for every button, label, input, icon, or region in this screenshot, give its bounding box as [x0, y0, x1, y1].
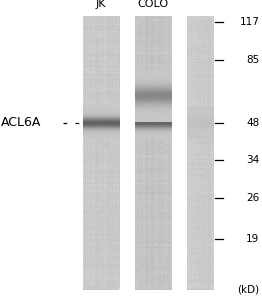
Text: 34: 34: [246, 154, 259, 165]
Text: 19: 19: [246, 233, 259, 244]
Text: 117: 117: [239, 17, 259, 27]
Text: (kD): (kD): [237, 284, 259, 295]
Text: 85: 85: [246, 55, 259, 65]
Bar: [187, 16, 214, 290]
Bar: [135, 16, 172, 290]
Text: JK: JK: [96, 0, 106, 9]
Bar: [83, 16, 119, 290]
Text: 26: 26: [246, 193, 259, 203]
Text: COLO: COLO: [138, 0, 169, 9]
Text: ACL6A: ACL6A: [1, 116, 42, 130]
Text: 48: 48: [246, 118, 259, 128]
